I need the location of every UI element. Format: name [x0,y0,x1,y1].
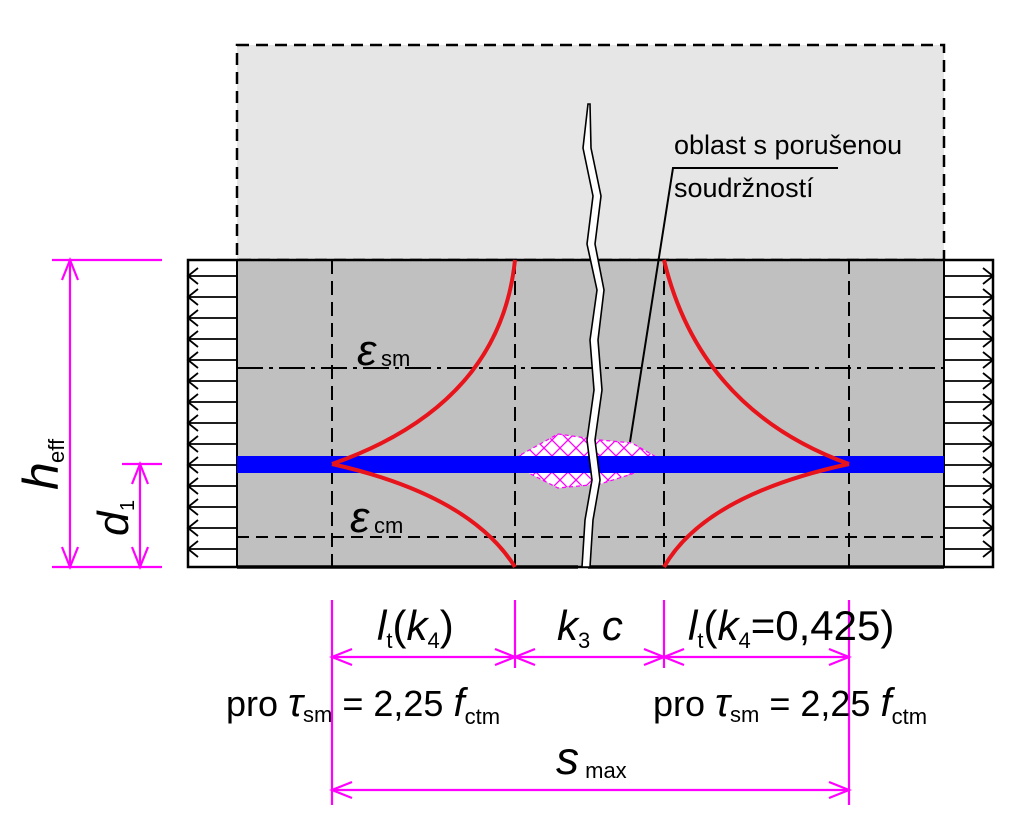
pro-right-eq: = 2,25 [759,683,880,724]
heff-dimension [52,257,162,570]
lt-left-paren-open: ( [392,602,406,649]
eps-cm-symbol: ε [350,493,370,542]
left-lower-curve [331,462,517,569]
k3c-k: k [557,602,580,649]
lt-left-paren-close: ) [440,602,454,649]
heff-subscript: eff [44,438,69,463]
right-upper-curve [662,259,850,466]
right-lower-curve [662,462,850,568]
k3c-label: k3 c [557,602,623,653]
lt-right-k: k [717,602,740,649]
pro-right-tau: τ [715,681,733,725]
right-load-arrows [943,260,995,567]
smax-label: s max [556,732,627,784]
k3c-sub: 3 [578,628,590,653]
pro-right-tau-sub: sm [730,702,759,727]
k3c-c: c [590,602,623,649]
d1-main: d [89,510,138,536]
left-load-arrows [186,260,238,567]
pro-left-f-sub: ctm [465,704,500,729]
bond-zone-label-line2: soudržností [674,173,814,203]
smax-sub: max [579,758,627,783]
d1-label: d 1 [89,500,139,536]
eps-sm-subscript: sm [381,346,410,371]
lt-right-main: l [688,602,699,649]
pro-left-label: pro τsm = 2,25 fctm [226,681,500,729]
crack [581,103,605,568]
bond-zone-leader [629,167,838,443]
left-upper-curve [331,259,517,466]
heff-main: h [13,462,69,490]
d1-dimension [122,461,162,570]
pro-right-word: pro [653,683,715,724]
lt-left-sub: t [386,628,392,653]
strain-curves [331,259,850,569]
lt-left-main: l [377,602,388,649]
lt-left-label: lt(k4) [377,602,454,653]
lt-right-paren-open: ( [703,602,717,649]
eps-sm-symbol: ε [357,326,377,375]
pro-left-tau: τ [288,681,306,725]
smax-main: s [556,732,579,784]
pro-left-word: pro [226,683,288,724]
eps-cm-subscript: cm [374,513,403,538]
heff-label: h eff [13,438,69,490]
lt-right-sub: t [697,628,703,653]
lt-right-label: lt(k4=0,425) [688,602,894,653]
d1-subscript: 1 [117,500,139,511]
pro-right-f-sub: ctm [892,704,927,729]
bond-zone-label-line1: oblast s porušenou [674,130,902,160]
section-dashed-lines [331,260,850,567]
bottom-dimensions [329,600,852,805]
lt-right-k-sub: 4 [738,628,750,653]
pro-left-tau-sub: sm [303,702,332,727]
pro-left-eq: = 2,25 [332,683,453,724]
pro-right-label: pro τsm = 2,25 fctm [653,681,927,729]
lt-left-k: k [406,602,429,649]
lt-left-k-sub: 4 [427,628,439,653]
lt-right-value: =0,425) [751,602,895,649]
